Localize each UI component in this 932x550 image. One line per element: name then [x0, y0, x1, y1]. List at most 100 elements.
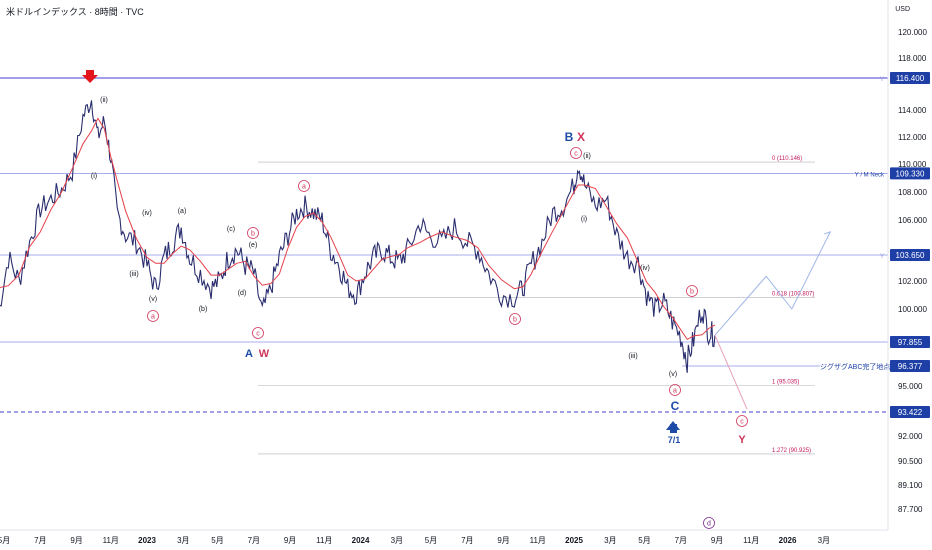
- x-tick-label: 7月: [34, 536, 46, 545]
- chart-title: 米ドルインデックス · 8時間 · TVC: [6, 7, 144, 17]
- wave-b-2: b: [513, 317, 517, 324]
- x-tick-label: 9月: [497, 536, 509, 545]
- wave-B: B: [565, 130, 574, 144]
- y-tick-label: 112.000: [898, 133, 927, 142]
- wave-a-1: a: [151, 314, 155, 321]
- wave-v-2: (v): [669, 371, 677, 378]
- wave-b-1-circle: [247, 227, 259, 239]
- y-tick-label: 87.700: [898, 505, 923, 514]
- price-label-box: [890, 249, 930, 261]
- wave-d-paren: (d): [238, 290, 247, 297]
- wave-c-2-circle: [570, 147, 582, 159]
- price-line: [0, 100, 716, 373]
- wave-C: C: [671, 399, 680, 413]
- wave-iii-2: (iii): [628, 353, 637, 360]
- wave-v: (v): [149, 296, 157, 303]
- x-axis: 5月 7月 9月 11月 2023 3月 5月 7月 9月 11月 2024 3月 5月 7月 9月 11月 2…: [0, 529, 888, 545]
- x-tick-label: 5月: [638, 536, 650, 545]
- y-tick-label: 114.000: [898, 106, 927, 115]
- wave-c-paren: (c): [227, 226, 235, 233]
- projection-arrowhead: [824, 231, 832, 239]
- x-tick-label: 5月: [211, 536, 223, 545]
- wave-e-paren: (e): [249, 242, 258, 249]
- wave-iv: (iv): [142, 210, 152, 217]
- wave-d-bottom: d: [707, 521, 711, 528]
- y-tick-label: 108.000: [898, 188, 927, 197]
- x-tick-label: 2026: [779, 536, 797, 545]
- y-tick-label: 102.000: [898, 277, 927, 286]
- y-tick-label: 92.000: [898, 432, 923, 441]
- wave-b-paren: (b): [199, 306, 208, 313]
- wave-c-2: c: [574, 151, 578, 158]
- wave-b-3: b: [690, 289, 694, 296]
- price-label: 109.330: [896, 169, 925, 178]
- x-tick-label: 11月: [316, 536, 332, 545]
- wave-annotations: (ii) (i) (iv) (iii) (v) a (a) (b) (c) b (e) (d) c A Wa…: [82, 70, 832, 529]
- fib-levels: 0 (110.146) 0.618 (100.807) 1 (95.035) 1.27…: [258, 156, 815, 455]
- zigzag-note: ジグザグABC完了地点: [820, 362, 890, 371]
- wave-a-1-circle: [147, 310, 159, 322]
- x-tick-label: 7月: [675, 536, 687, 545]
- price-label-box: [890, 336, 930, 348]
- bottom-arrow-stem: [670, 424, 677, 433]
- price-label: 96.377: [898, 362, 923, 371]
- x-tick-label: 3月: [818, 536, 830, 545]
- wave-X: X: [577, 130, 585, 144]
- price-label-box: [890, 360, 930, 372]
- y-axis: 120.000 118.000 114.000 112.000 110.000 108.0…: [887, 0, 930, 530]
- wave-a-2: a: [302, 184, 306, 191]
- price-label-box: [890, 406, 930, 418]
- wave-A: A: [245, 348, 253, 360]
- x-tick-label: 9月: [711, 536, 723, 545]
- wave-ii-2: (ii): [583, 153, 591, 160]
- horizontal-levels: Y Y / M Neck Y ジグザグABC完了地点: [0, 77, 890, 413]
- x-tick-label: 11月: [743, 536, 759, 545]
- wave-c-3: c: [740, 419, 744, 426]
- x-tick-label: 11月: [103, 536, 119, 545]
- level-note-y: Y: [880, 77, 884, 83]
- x-tick-label: 9月: [70, 536, 82, 545]
- x-tick-label: 7月: [248, 536, 260, 545]
- wave-c-3-circle: [736, 415, 748, 427]
- wave-iv-2: (iv): [640, 265, 650, 272]
- fib-label: 0.618 (100.807): [772, 292, 814, 298]
- wave-b-3-circle: [686, 285, 698, 297]
- moving-average-line: [0, 117, 716, 341]
- x-tick-label: 2025: [565, 536, 583, 545]
- y-tick-label: 89.100: [898, 481, 923, 490]
- y-tick-label: 118.000: [898, 54, 927, 63]
- wave-a-3-circle: [669, 384, 681, 396]
- y-tick-label: 120.000: [898, 28, 927, 37]
- level-note-y2: Y: [880, 254, 884, 260]
- wave-a-paren: (a): [178, 208, 187, 215]
- wave-b-2-circle: [509, 313, 521, 325]
- date-label: 7/1: [668, 435, 681, 445]
- x-tick-label: 3月: [604, 536, 616, 545]
- currency-label: USD: [895, 6, 910, 13]
- fib-label: 0 (110.146): [772, 156, 802, 162]
- y-tick-label: 90.500: [898, 457, 923, 466]
- x-tick-label: 2023: [138, 536, 156, 545]
- price-label-box: [890, 72, 930, 84]
- wave-i: (i): [91, 173, 97, 180]
- wave-c-1: c: [256, 331, 260, 338]
- x-tick-label: 7月: [461, 536, 473, 545]
- y-tick-label: 110.000: [898, 160, 927, 169]
- wave-a-3: a: [673, 388, 677, 395]
- price-series: [0, 100, 716, 373]
- x-tick-label: 3月: [391, 536, 403, 545]
- wave-c-1-circle: [252, 327, 264, 339]
- price-label: 97.855: [898, 338, 923, 347]
- wave-iii: (iii): [129, 271, 138, 278]
- wave-b-1: b: [251, 231, 255, 238]
- wave-d-bottom-circle: [703, 517, 715, 529]
- price-label: 103.650: [896, 251, 925, 260]
- wave-W: W: [259, 348, 270, 360]
- fib-label: 1.272 (90.925): [772, 448, 811, 454]
- y-tick-label: 100.000: [898, 305, 927, 314]
- level-note-neck: Y / M Neck: [855, 172, 885, 178]
- top-arrow-icon: [82, 70, 98, 83]
- price-label: 116.400: [896, 74, 925, 83]
- wave-ii: (ii): [100, 97, 108, 104]
